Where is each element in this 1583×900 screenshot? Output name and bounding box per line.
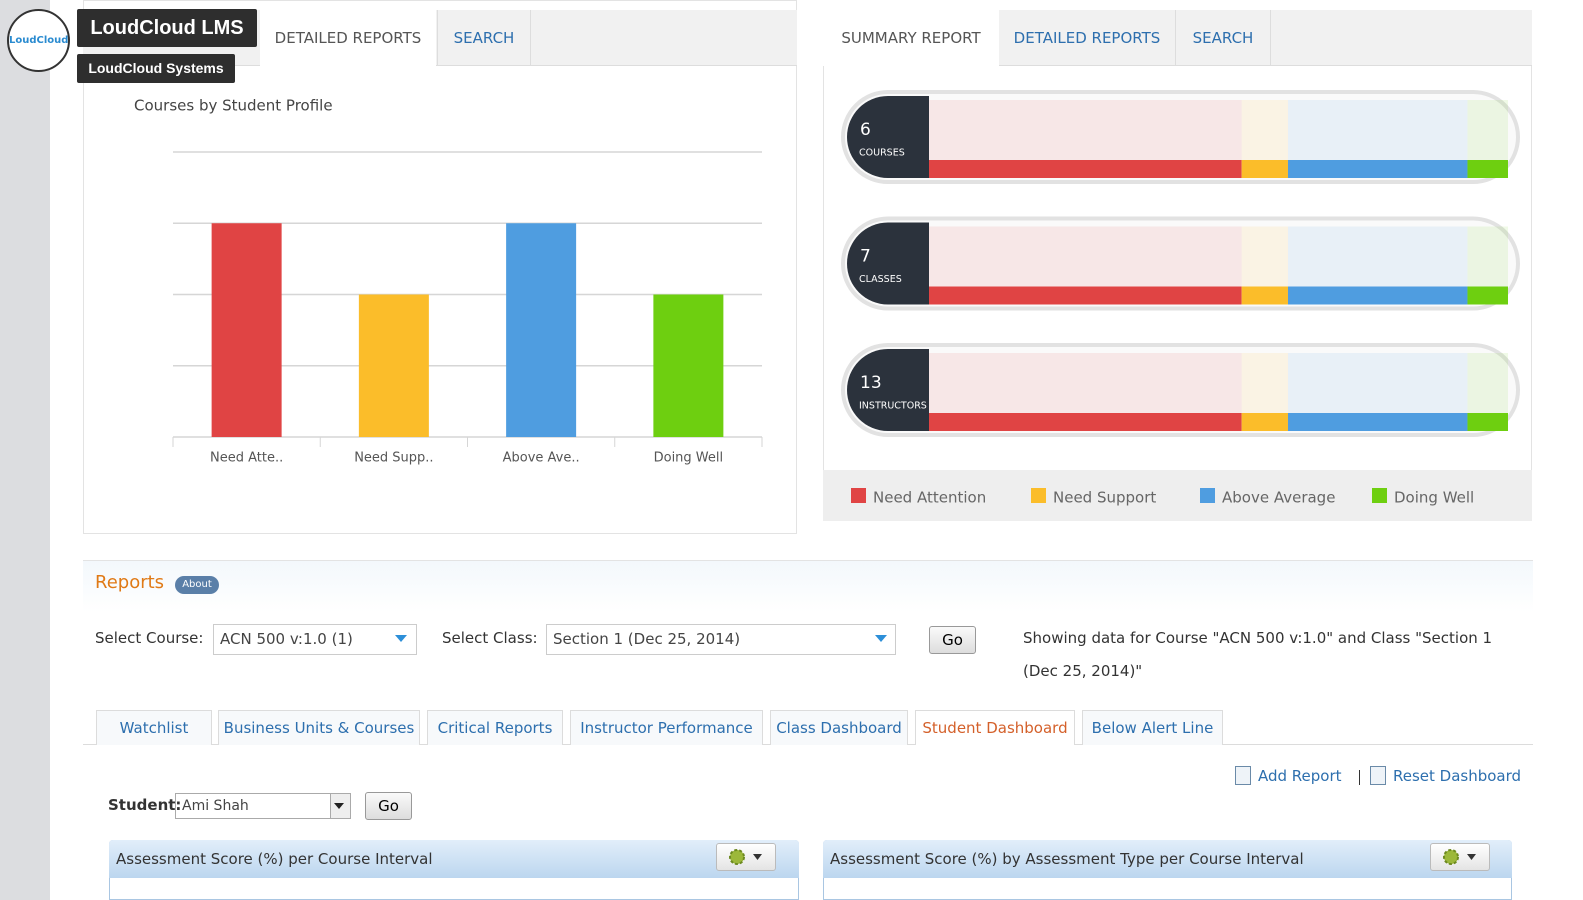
separator [1359,770,1360,785]
report-tab[interactable]: Instructor Performance [570,710,763,745]
reports-title: Reports [95,572,165,593]
select[interactable]: Ami Shah [175,793,351,819]
button[interactable]: Go [365,792,412,820]
gear-button[interactable] [1430,843,1490,871]
select[interactable]: ACN 500 v:1.0 (1) [213,624,417,655]
panel-header: Assessment Score (%) by Assessment Type … [823,840,1512,878]
report-tab[interactable]: Class Dashboard [770,710,908,745]
report-tab[interactable]: Below Alert Line [1082,710,1223,745]
label: Select Course: [95,629,204,647]
label: Select Class: [442,629,538,647]
label: Student: [108,796,182,814]
logo: LoudCloud [7,9,70,72]
report-tab[interactable]: Watchlist [96,710,212,745]
reset-icon [1370,766,1386,785]
side-strip [0,0,50,900]
brand-subtitle: LoudCloud Systems [77,54,235,83]
about-badge[interactable]: About [175,576,219,594]
info-text: Showing data for Course "ACN 500 v:1.0" … [1023,629,1493,680]
tab[interactable]: SEARCH [1176,10,1271,66]
left-panel [83,0,797,534]
report-tab[interactable]: Business Units & Courses [218,710,420,745]
link[interactable]: Add Report [1258,767,1342,785]
right-panel [823,10,1532,521]
select-arrow [330,794,350,818]
button[interactable]: Go [929,626,976,654]
tab[interactable]: SUMMARY REPORT [823,10,999,66]
tab[interactable]: DETAILED REPORTS [999,10,1176,66]
tab[interactable]: SEARCH [437,10,531,66]
reports-header [83,560,1533,612]
gear-button[interactable] [716,843,776,871]
tab[interactable]: DETAILED REPORTS [260,10,436,66]
legend-band [823,470,1532,521]
brand-title: LoudCloud LMS [77,9,257,47]
select[interactable]: Section 1 (Dec 25, 2014) [546,624,896,655]
report-tab[interactable]: Student Dashboard [915,710,1075,745]
panel-header: Assessment Score (%) per Course Interval [109,840,799,878]
report-tab[interactable]: Critical Reports [427,710,563,745]
add-report-icon [1235,766,1251,785]
link[interactable]: Reset Dashboard [1393,767,1522,785]
